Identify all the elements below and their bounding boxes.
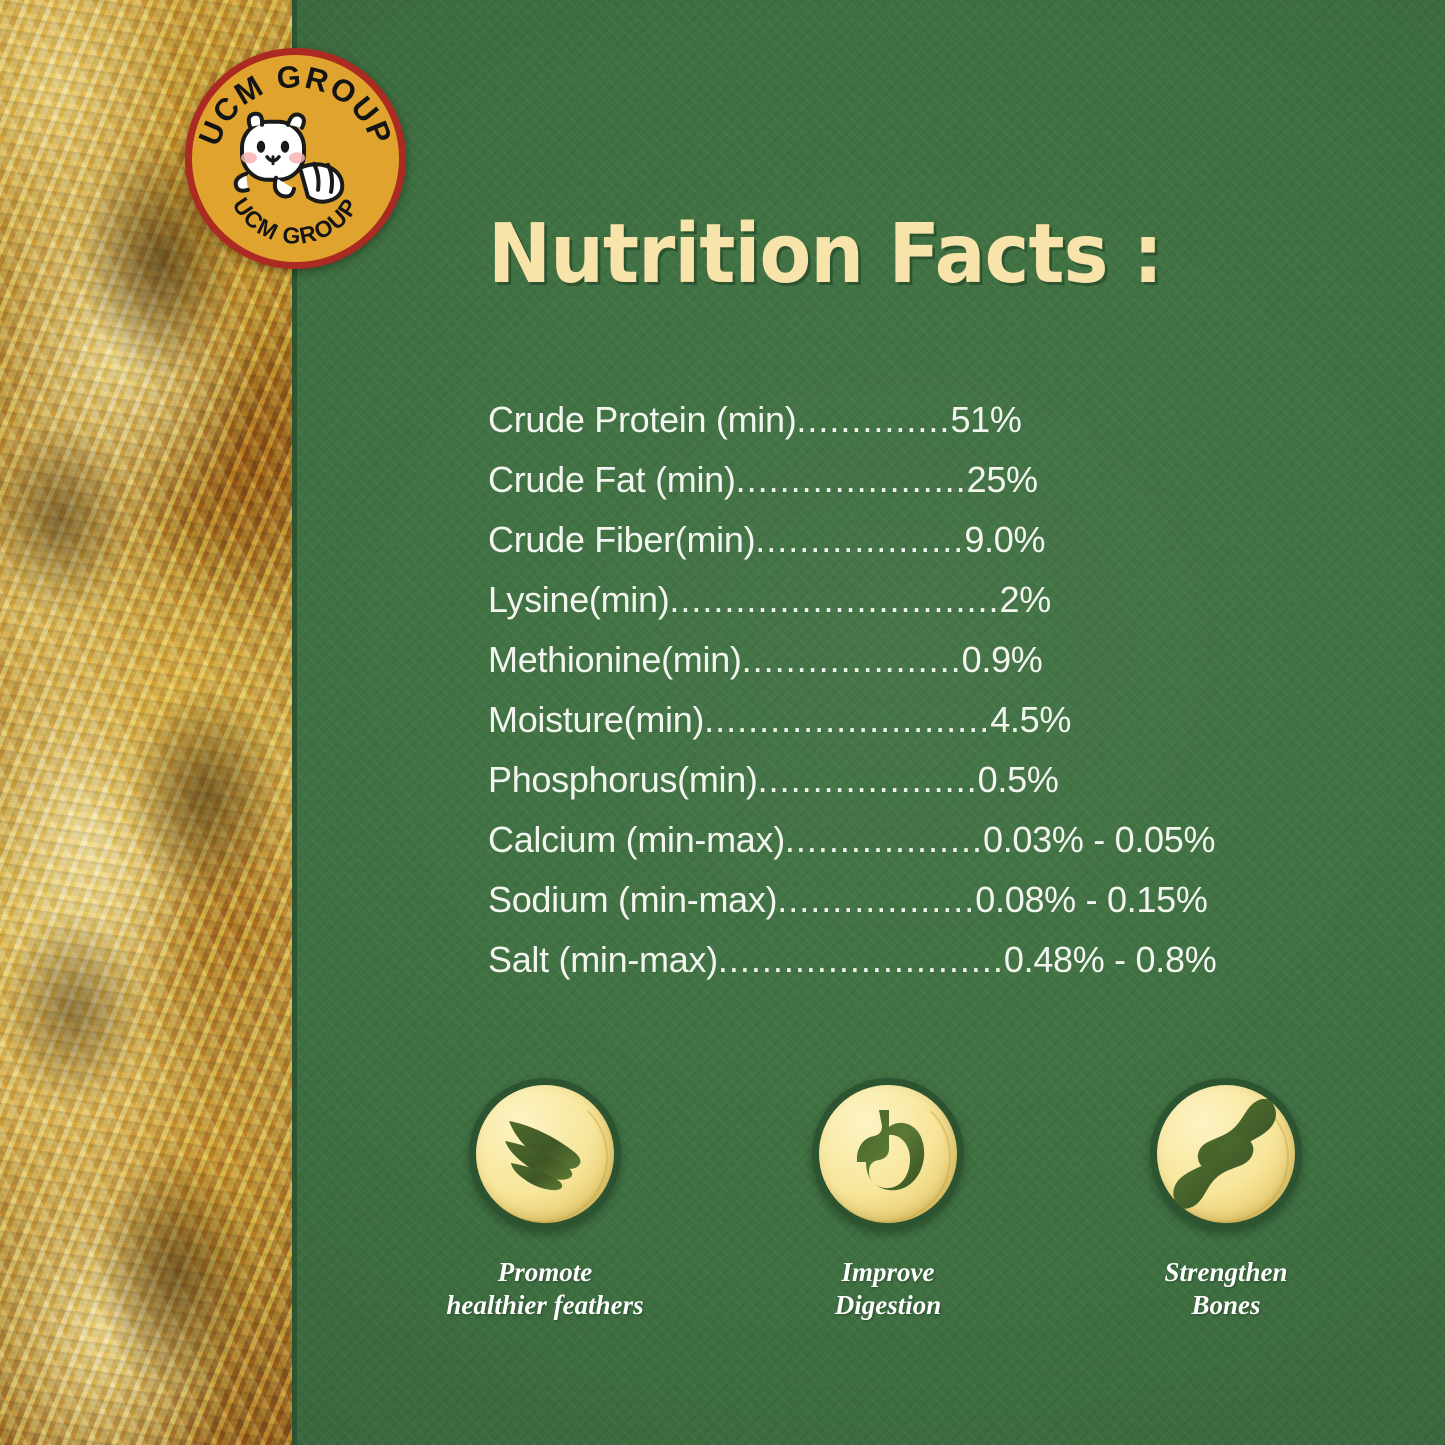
benefit-item-digestion: Improve Digestion [763,1078,1013,1322]
benefit-item-bones: Strengthen Bones [1101,1078,1351,1322]
content-column: Nutrition Facts : Crude Protein (min) ..… [302,0,1445,1445]
benefit-label: Promote healthier feathers [446,1257,644,1320]
nutrition-dot-leader: .................. [784,819,983,860]
nutrition-value: 0.08% - 0.15% [975,879,1208,920]
nutrition-dot-leader: ..................... [735,459,967,500]
benefits-row: Promote healthier feathers [390,1078,1390,1322]
nutrition-label: Salt (min-max) [488,939,718,980]
nutrition-value: 9.0% [964,519,1046,560]
nutrition-dot-leader: .............. [796,399,951,440]
nutrition-row: Lysine(min) ............................… [488,579,1388,639]
stomach-icon [856,1110,925,1191]
nutrition-label: Phosphorus(min) [488,759,758,800]
worm-mascot-icon [233,111,344,204]
bone-joint-icon [1173,1099,1276,1209]
nutrition-value: 4.5% [990,699,1072,740]
benefit-item-feathers: Promote healthier feathers [420,1078,670,1322]
nutrition-value: 25% [966,459,1038,500]
nutrition-dot-leader: .................... [741,639,962,680]
nutrition-dot-leader: ................... [755,519,965,560]
page-title: Nutrition Facts : [488,207,1163,302]
benefit-label: Strengthen Bones [1164,1257,1288,1320]
nutrition-row: Calcium (min-max) .................. 0.0… [488,819,1388,879]
nutrition-value: 51% [950,399,1022,440]
nutrition-label: Methionine(min) [488,639,742,680]
nutrition-value: 0.48% - 0.8% [1003,939,1217,980]
nutrition-label: Lysine(min) [488,579,670,620]
nutrition-dot-leader: .......................... [717,939,1004,980]
nutrition-value: 0.5% [977,759,1059,800]
nutrition-value: 0.9% [961,639,1043,680]
nutrition-dot-leader: .................. [777,879,976,920]
nutrition-value: 0.03% - 0.05% [982,819,1216,860]
nutrition-row: Crude Protein (min) .............. 51% [488,399,1388,459]
benefit-circle [1150,1078,1302,1230]
nutrition-row: Phosphorus(min) .................... 0.5… [488,759,1388,819]
nutrition-dot-leader: .................... [757,759,978,800]
nutrition-dot-leader: .............................. [669,579,1000,620]
nutrition-row: Salt (min-max) .........................… [488,939,1388,999]
nutrition-facts-list: Crude Protein (min) .............. 51% C… [488,399,1388,999]
nutrition-row: Crude Fiber(min) ................... 9.0… [488,519,1388,579]
nutrition-label: Moisture(min) [488,699,705,740]
nutrition-label: Crude Fiber(min) [488,519,756,560]
nutrition-value: 2% [999,579,1051,620]
nutrition-row: Sodium (min-max) .................. 0.08… [488,879,1388,939]
nutrition-label: Crude Fat (min) [488,459,736,500]
brand-logo-badge: UCM GROUP UCM GROUP [185,48,406,269]
nutrition-row: Crude Fat (min) ..................... 25… [488,459,1388,519]
nutrition-row: Moisture(min) ..........................… [488,699,1388,759]
benefit-circle [469,1078,621,1230]
benefit-label: Improve Digestion [834,1257,942,1320]
benefit-circle [812,1078,964,1230]
nutrition-label: Calcium (min-max) [488,819,785,860]
nutrition-row: Methionine(min) .................... 0.9… [488,639,1388,699]
nutrition-label: Sodium (min-max) [488,879,778,920]
nutrition-dot-leader: .......................... [704,699,991,740]
feather-wing-icon [505,1121,581,1191]
nutrition-label: Crude Protein (min) [488,399,797,440]
